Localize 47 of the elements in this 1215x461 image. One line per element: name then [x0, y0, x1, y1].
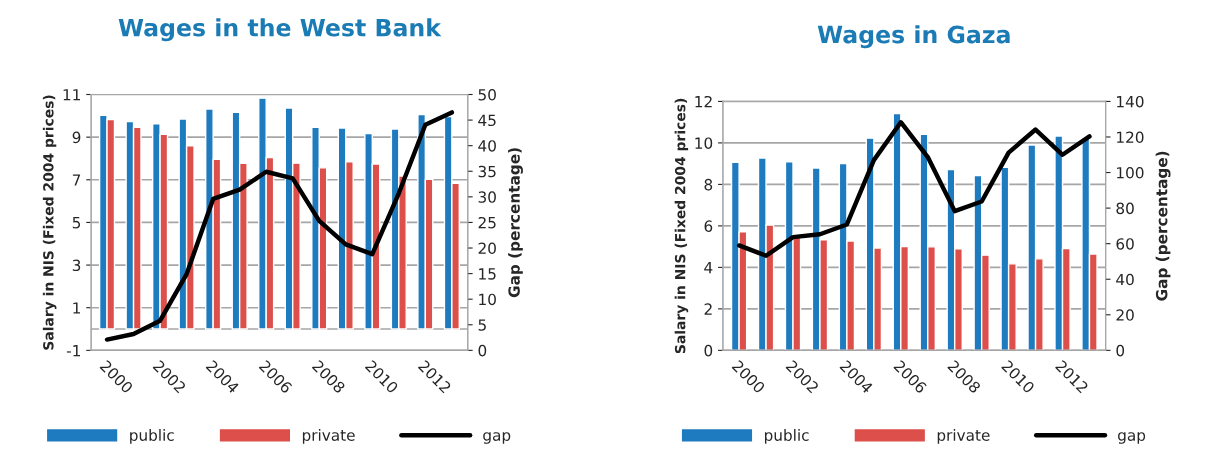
legend-label: public — [764, 429, 809, 444]
y-tick-label: 9 — [72, 131, 81, 144]
y-tick-label: -1 — [66, 345, 80, 357]
y-tick-label: 2 — [704, 303, 712, 315]
y2-tick-label: 45 — [478, 114, 496, 127]
y2-tick-label: 30 — [478, 191, 496, 203]
y2-tick-label: 25 — [478, 216, 496, 229]
chart-title: Wages in the West Bank — [118, 18, 442, 42]
y2-tick-label: 5 — [478, 319, 486, 331]
y-tick-label: 8 — [704, 178, 713, 191]
legend-label: private — [302, 429, 355, 444]
y2-tick-label: 60 — [1116, 238, 1134, 250]
y-tick-label: 1 — [73, 302, 80, 314]
y2-tick-label: 50 — [478, 88, 496, 101]
y2-tick-label: 40 — [478, 140, 496, 152]
y-tick-label: 7 — [72, 174, 81, 186]
y-tick-label: 10 — [695, 137, 713, 149]
legend-label: public — [130, 429, 174, 444]
y-tick-label: 11 — [63, 89, 80, 101]
line-series — [104, 110, 455, 342]
line-series — [736, 120, 1092, 258]
y2-tick-label: 20 — [1116, 309, 1134, 321]
legend-label: gap — [483, 432, 511, 444]
y-axis-title: Salary in NIS (Fixed 2004 prices) — [42, 95, 57, 350]
y-axis-title: Salary in NIS (Fixed 2004 prices) — [674, 98, 689, 354]
y-tick-label: 0 — [704, 344, 713, 357]
y2-axis-title: Gap (percentage) — [508, 148, 523, 298]
legend-label: gap — [1118, 432, 1146, 444]
y-tick-label: 12 — [695, 95, 712, 108]
y2-tick-label: 0 — [478, 344, 487, 357]
y-tick-label: 4 — [704, 262, 713, 274]
y2-tick-label: 40 — [1116, 273, 1134, 286]
y2-tick-label: 35 — [478, 165, 496, 178]
y2-axis-title: Gap (percentage) — [1155, 151, 1171, 301]
y2-tick-label: 10 — [479, 293, 496, 306]
y2-tick-label: 120 — [1117, 131, 1144, 143]
chart-title: Wages in Gaza — [817, 25, 1010, 49]
y2-tick-label: 20 — [478, 242, 496, 255]
legend-label: private — [937, 429, 990, 444]
y-tick-label: 6 — [704, 220, 713, 232]
y-tick-label: 5 — [72, 217, 81, 229]
y-tick-label: 3 — [72, 259, 81, 272]
y2-tick-label: 80 — [1116, 202, 1134, 215]
y2-tick-label: 140 — [1117, 95, 1144, 108]
y2-tick-label: 15 — [479, 268, 496, 280]
y2-tick-label: 0 — [1116, 344, 1125, 357]
y2-tick-label: 100 — [1117, 167, 1144, 179]
